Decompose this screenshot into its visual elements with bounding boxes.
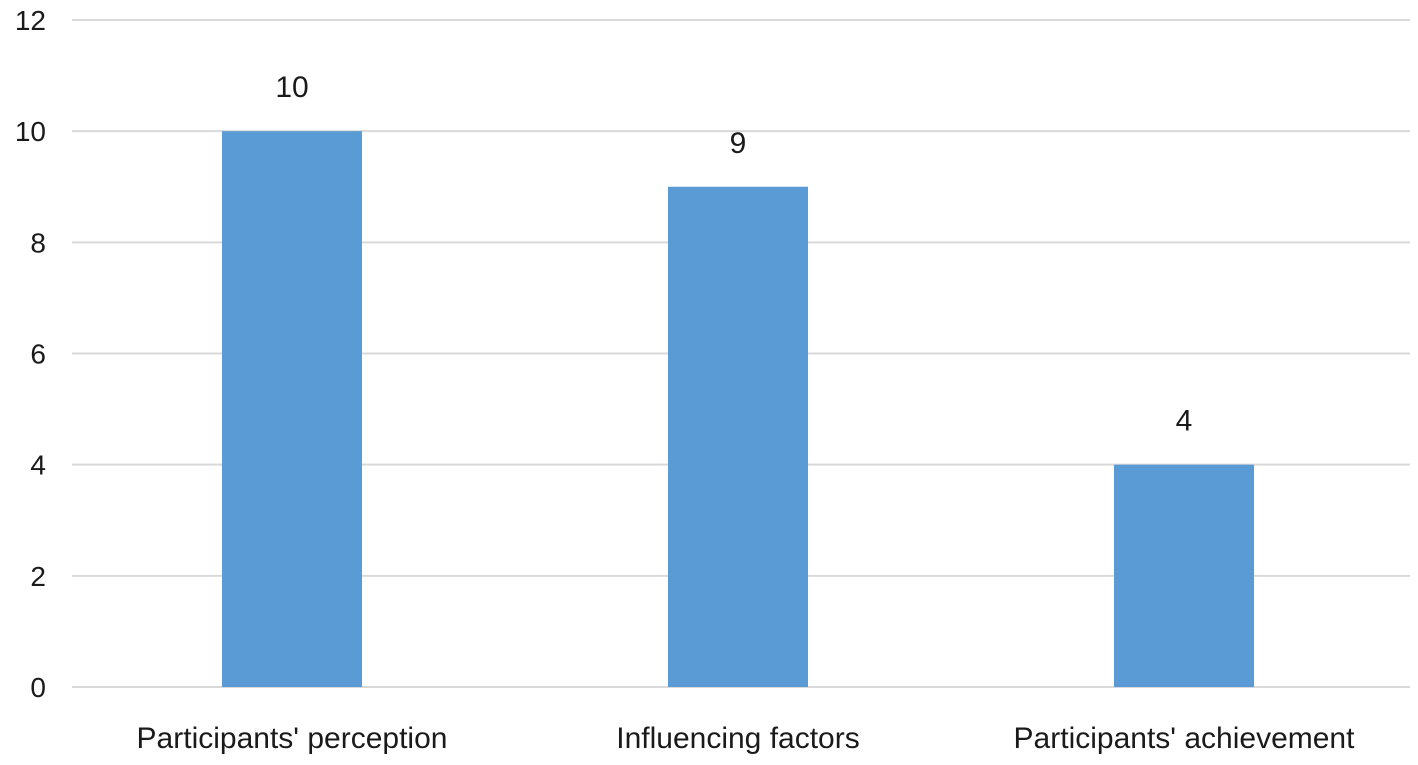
x-category-label: Participants' perception: [137, 722, 448, 755]
data-label: 9: [730, 127, 747, 160]
y-tick-label: 8: [30, 227, 46, 258]
y-tick-label: 6: [30, 339, 46, 370]
y-tick-label: 10: [15, 116, 46, 147]
y-tick-label: 4: [30, 450, 46, 481]
y-tick-label: 0: [30, 672, 46, 703]
x-category-label: Influencing factors: [616, 722, 859, 755]
data-label: 4: [1176, 405, 1193, 438]
bars: [222, 131, 1254, 687]
data-label: 10: [275, 71, 308, 104]
y-axis-ticks: 0 2 4 6 8 10 12: [15, 5, 46, 703]
bar: [222, 131, 362, 687]
data-labels: 10 9 4: [275, 71, 1193, 438]
y-tick-label: 12: [15, 5, 46, 36]
x-category-label: Participants' achievement: [1014, 722, 1356, 755]
bar: [1114, 464, 1254, 687]
y-tick-label: 2: [30, 561, 46, 592]
x-axis-labels: Participants' perception Influencing fact…: [137, 722, 1356, 755]
bar: [668, 186, 808, 687]
